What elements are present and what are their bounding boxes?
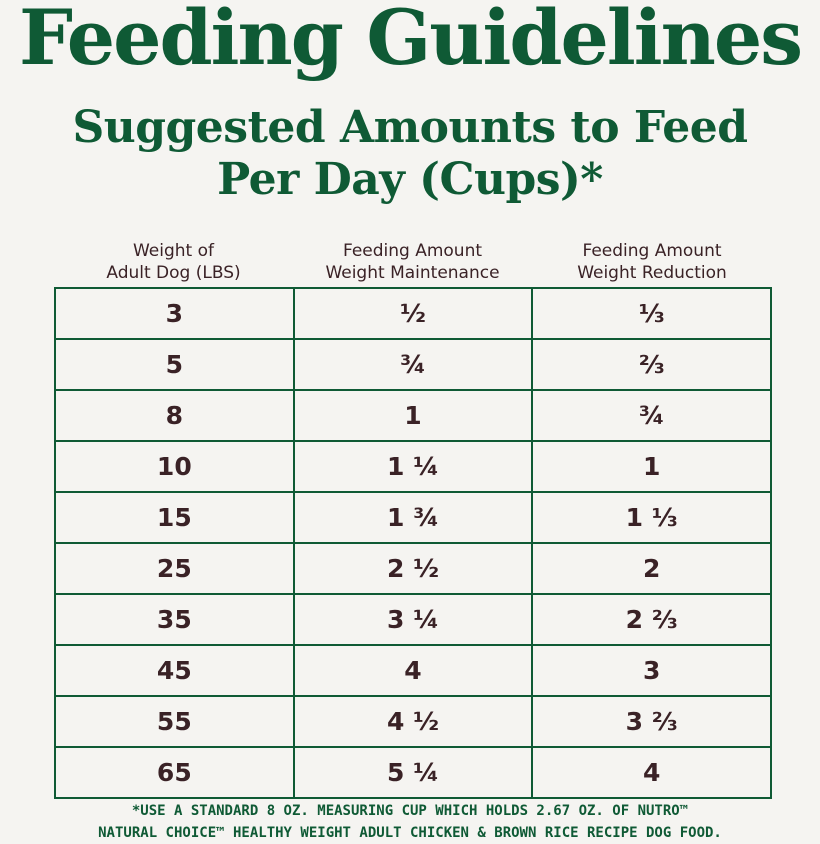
table-row: 35 3 ¼ 2 ⅔: [54, 593, 772, 646]
weight-cell: 65: [54, 746, 295, 799]
reduction-cell: 3: [531, 644, 772, 697]
maintenance-cell: 4: [292, 644, 534, 697]
weight-cell: 8: [54, 389, 295, 442]
column-header-reduction: Feeding Amount Weight Reduction: [532, 240, 772, 284]
weight-cell: 25: [54, 542, 295, 595]
maintenance-cell: 5 ¼: [292, 746, 534, 799]
column-header-maintenance: Feeding Amount Weight Maintenance: [293, 240, 532, 284]
column-header-line: Feeding Amount: [582, 241, 722, 261]
weight-cell: 10: [54, 440, 295, 493]
maintenance-cell: 1 ¾: [292, 491, 534, 544]
column-header-line: Feeding Amount: [342, 241, 483, 261]
maintenance-cell: 2 ½: [292, 542, 534, 595]
column-header-line: Weight Reduction: [577, 263, 727, 283]
table-row: 55 4 ½ 3 ⅔: [54, 695, 772, 748]
reduction-cell: 2 ⅔: [531, 593, 772, 646]
maintenance-cell: 3 ¼: [292, 593, 534, 646]
subtitle-line-1: Suggested Amounts to Feed: [72, 102, 748, 153]
weight-cell: 3: [54, 287, 295, 340]
table-header: Weight of Adult Dog (LBS) Feeding Amount…: [54, 240, 772, 284]
maintenance-cell: 1 ¼: [292, 440, 534, 493]
table-row: 3 ½ ⅓: [54, 287, 772, 340]
weight-cell: 45: [54, 644, 295, 697]
footnote: *USE A STANDARD 8 OZ. MEASURING CUP WHIC…: [0, 800, 820, 844]
footnote-line-1: *USE A STANDARD 8 OZ. MEASURING CUP WHIC…: [131, 803, 689, 819]
reduction-cell: ⅓: [531, 287, 772, 340]
table-row: 45 4 3: [54, 644, 772, 697]
subtitle-line-2: Per Day (Cups)*: [217, 154, 603, 205]
table-row: 25 2 ½ 2: [54, 542, 772, 595]
maintenance-cell: ½: [292, 287, 534, 340]
footnote-line-2: NATURAL CHOICE™ HEALTHY WEIGHT ADULT CHI…: [98, 825, 722, 841]
reduction-cell: 2: [531, 542, 772, 595]
column-header-line: Weight Maintenance: [325, 263, 500, 283]
reduction-cell: 1 ⅓: [531, 491, 772, 544]
subtitle: Suggested Amounts to Feed Per Day (Cups)…: [0, 102, 820, 206]
table-row: 8 1 ¾: [54, 389, 772, 442]
weight-cell: 55: [54, 695, 295, 748]
table-row: 10 1 ¼ 1: [54, 440, 772, 493]
weight-cell: 35: [54, 593, 295, 646]
reduction-cell: 1: [531, 440, 772, 493]
maintenance-cell: ¾: [292, 338, 534, 391]
table-row: 5 ¾ ⅔: [54, 338, 772, 391]
table-row: 65 5 ¼ 4: [54, 746, 772, 799]
reduction-cell: ⅔: [531, 338, 772, 391]
maintenance-cell: 4 ½: [292, 695, 534, 748]
maintenance-cell: 1: [292, 389, 534, 442]
column-header-line: Adult Dog (LBS): [106, 263, 241, 283]
reduction-cell: 3 ⅔: [531, 695, 772, 748]
column-header-line: Weight of: [132, 241, 214, 261]
weight-cell: 15: [54, 491, 295, 544]
weight-cell: 5: [54, 338, 295, 391]
feeding-table: 3 ½ ⅓ 5 ¾ ⅔ 8 1 ¾ 10 1 ¼ 1 15 1 ¾ 1 ⅓ 25…: [54, 287, 772, 799]
table-row: 15 1 ¾ 1 ⅓: [54, 491, 772, 544]
reduction-cell: ¾: [531, 389, 772, 442]
column-header-weight: Weight of Adult Dog (LBS): [54, 240, 293, 284]
reduction-cell: 4: [531, 746, 772, 799]
page-title: Feeding Guidelines: [18, 0, 803, 82]
